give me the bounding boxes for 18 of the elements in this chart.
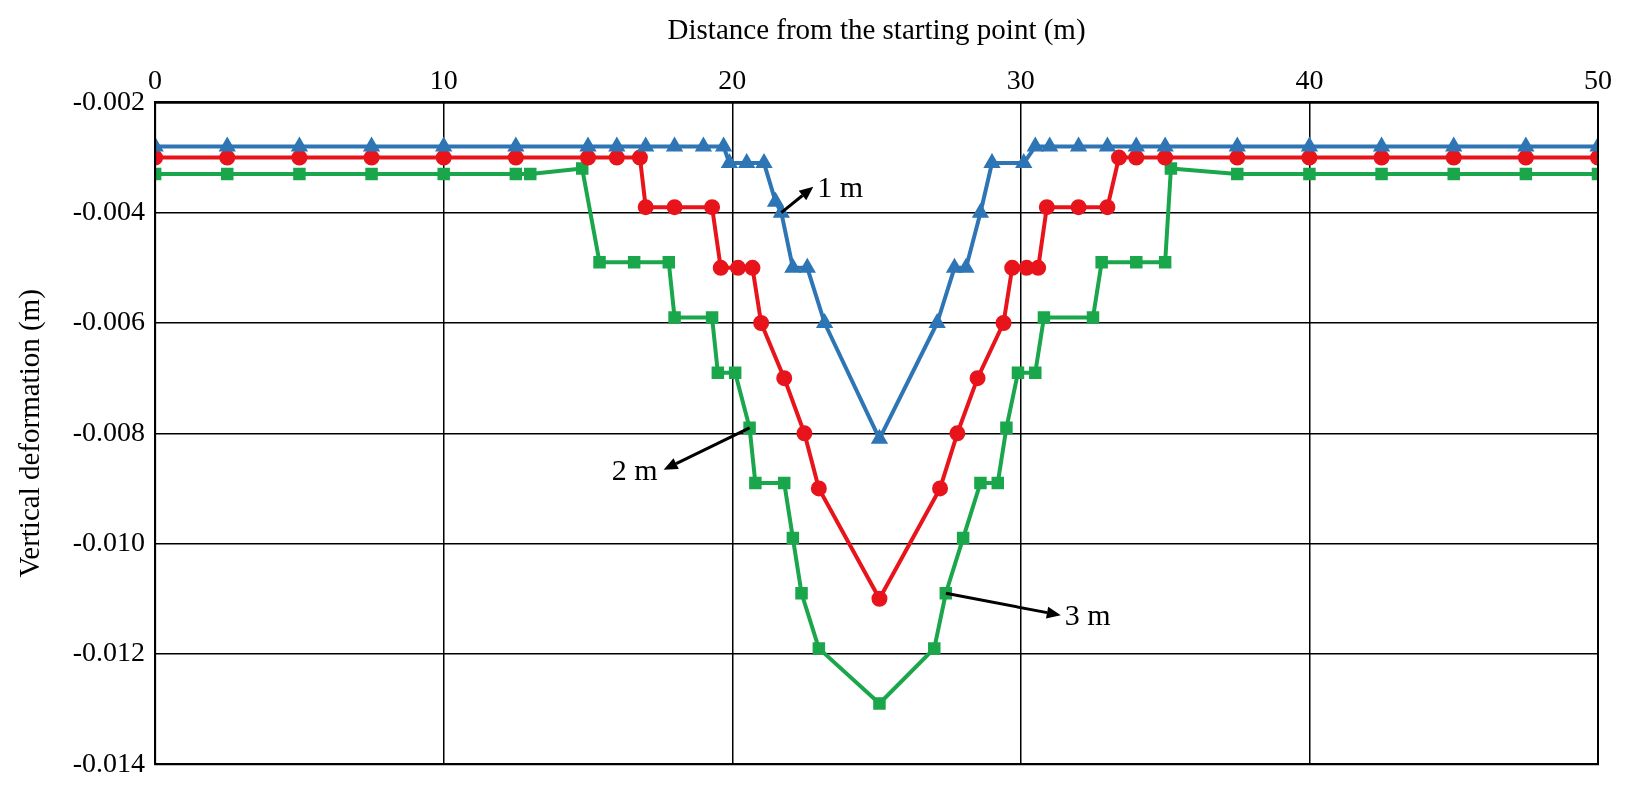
x-tick-label: 50 <box>1584 63 1612 95</box>
x-axis-title: Distance from the starting point (m) <box>667 13 1086 47</box>
y-tick-label: -0.004 <box>72 195 146 227</box>
x-tick-label: 30 <box>1006 63 1035 95</box>
annotation: 3 m <box>1064 598 1111 632</box>
x-tick-label: 0 <box>148 63 163 95</box>
y-tick-label: -0.010 <box>72 525 146 557</box>
x-tick-label: 20 <box>718 63 747 95</box>
y-tick-label: -0.008 <box>72 415 146 447</box>
y-tick-label: -0.012 <box>72 636 146 668</box>
y-tick-label: -0.002 <box>72 84 146 116</box>
y-tick-label: -0.014 <box>72 746 146 778</box>
x-tick-label: 40 <box>1295 63 1324 95</box>
y-tick-label: -0.006 <box>72 305 146 337</box>
y-axis-title: Vertical deformation (m) <box>13 289 47 578</box>
annotation: 1 m <box>817 169 864 203</box>
annotation: 2 m <box>611 452 658 486</box>
x-tick-label: 10 <box>429 63 458 95</box>
